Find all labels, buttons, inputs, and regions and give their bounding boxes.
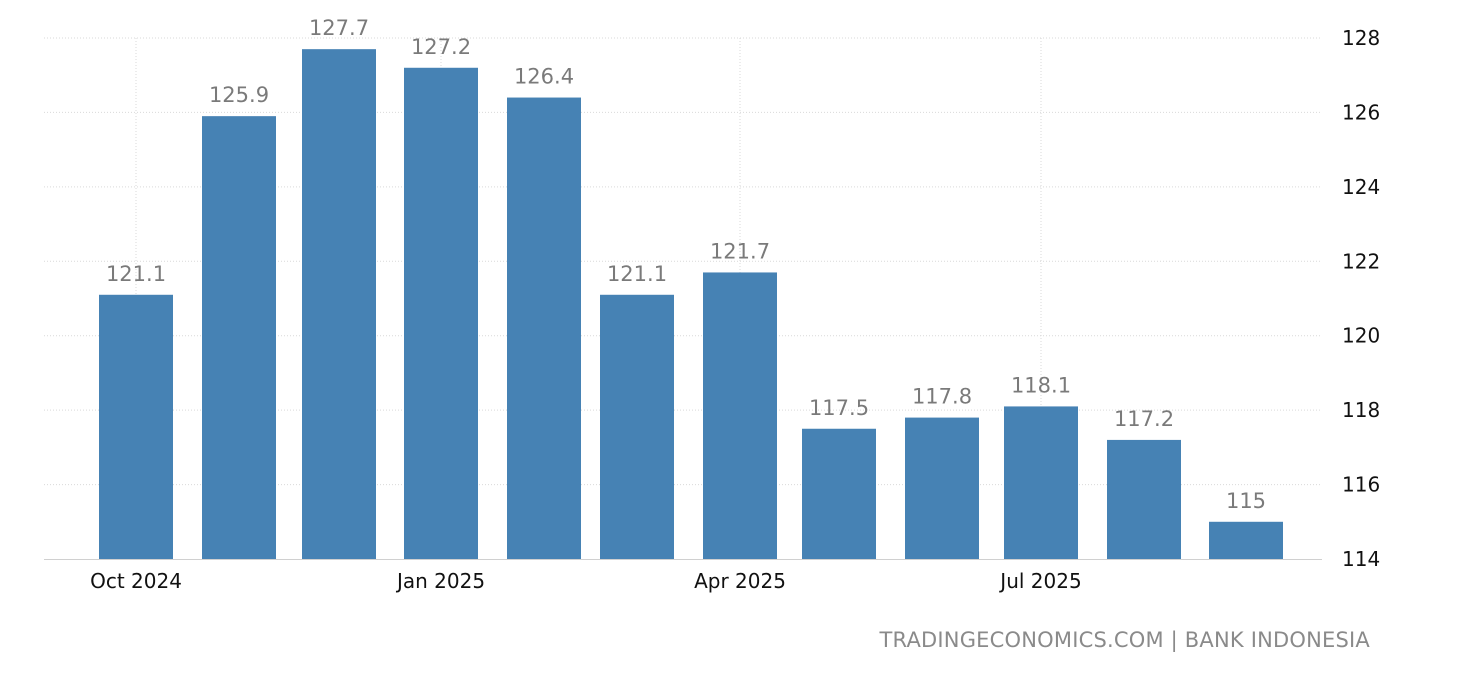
- y-tick-label: 120: [1342, 324, 1380, 348]
- y-tick-label: 128: [1342, 26, 1380, 50]
- bar: [703, 272, 777, 559]
- data-labels: 121.1 125.9 127.7 127.2 126.4 121.1 121.7 117.5…: [106, 16, 1266, 513]
- bar-value-label: 127.7: [309, 16, 369, 40]
- source-credit: TRADINGECONOMICS.COM | BANK INDONESIA: [879, 628, 1370, 652]
- bar: [404, 67, 478, 560]
- bar: [202, 116, 276, 560]
- x-tick-label: Oct 2024: [90, 569, 182, 593]
- bar: [600, 294, 674, 559]
- y-tick-label: 124: [1342, 175, 1380, 199]
- x-tick-label: Jan 2025: [395, 569, 485, 593]
- y-tick-label: 122: [1342, 249, 1380, 273]
- bar: [905, 417, 979, 559]
- bar: [1107, 439, 1181, 559]
- bar-value-label: 121.1: [106, 262, 166, 286]
- bar-value-label: 121.7: [710, 239, 770, 263]
- y-tick-label: 126: [1342, 100, 1380, 124]
- bar: [802, 428, 876, 559]
- bar-value-label: 117.2: [1114, 407, 1174, 431]
- x-axis: Oct 2024 Jan 2025 Apr 2025 Jul 2025: [90, 569, 1082, 593]
- y-tick-label: 114: [1342, 547, 1380, 571]
- bar: [302, 49, 376, 560]
- bar: [507, 97, 581, 560]
- bar-value-label: 127.2: [411, 35, 471, 59]
- bar-value-label: 117.8: [912, 385, 972, 409]
- y-tick-label: 118: [1342, 398, 1380, 422]
- x-tick-label: Jul 2025: [998, 569, 1081, 593]
- bar-value-label: 121.1: [607, 262, 667, 286]
- y-tick-label: 116: [1342, 473, 1380, 497]
- bar-value-label: 117.5: [809, 396, 869, 420]
- bar-value-label: 126.4: [514, 65, 574, 89]
- bars: [99, 49, 1283, 560]
- bar: [1004, 406, 1078, 559]
- bar-value-label: 115: [1226, 489, 1266, 513]
- bar: [1209, 521, 1283, 559]
- y-axis: 114 116 118 120 122 124 126 128: [1342, 26, 1380, 571]
- bar: [99, 294, 173, 559]
- bar-value-label: 118.1: [1011, 373, 1071, 397]
- x-tick-label: Apr 2025: [694, 569, 786, 593]
- bar-value-label: 125.9: [209, 83, 269, 107]
